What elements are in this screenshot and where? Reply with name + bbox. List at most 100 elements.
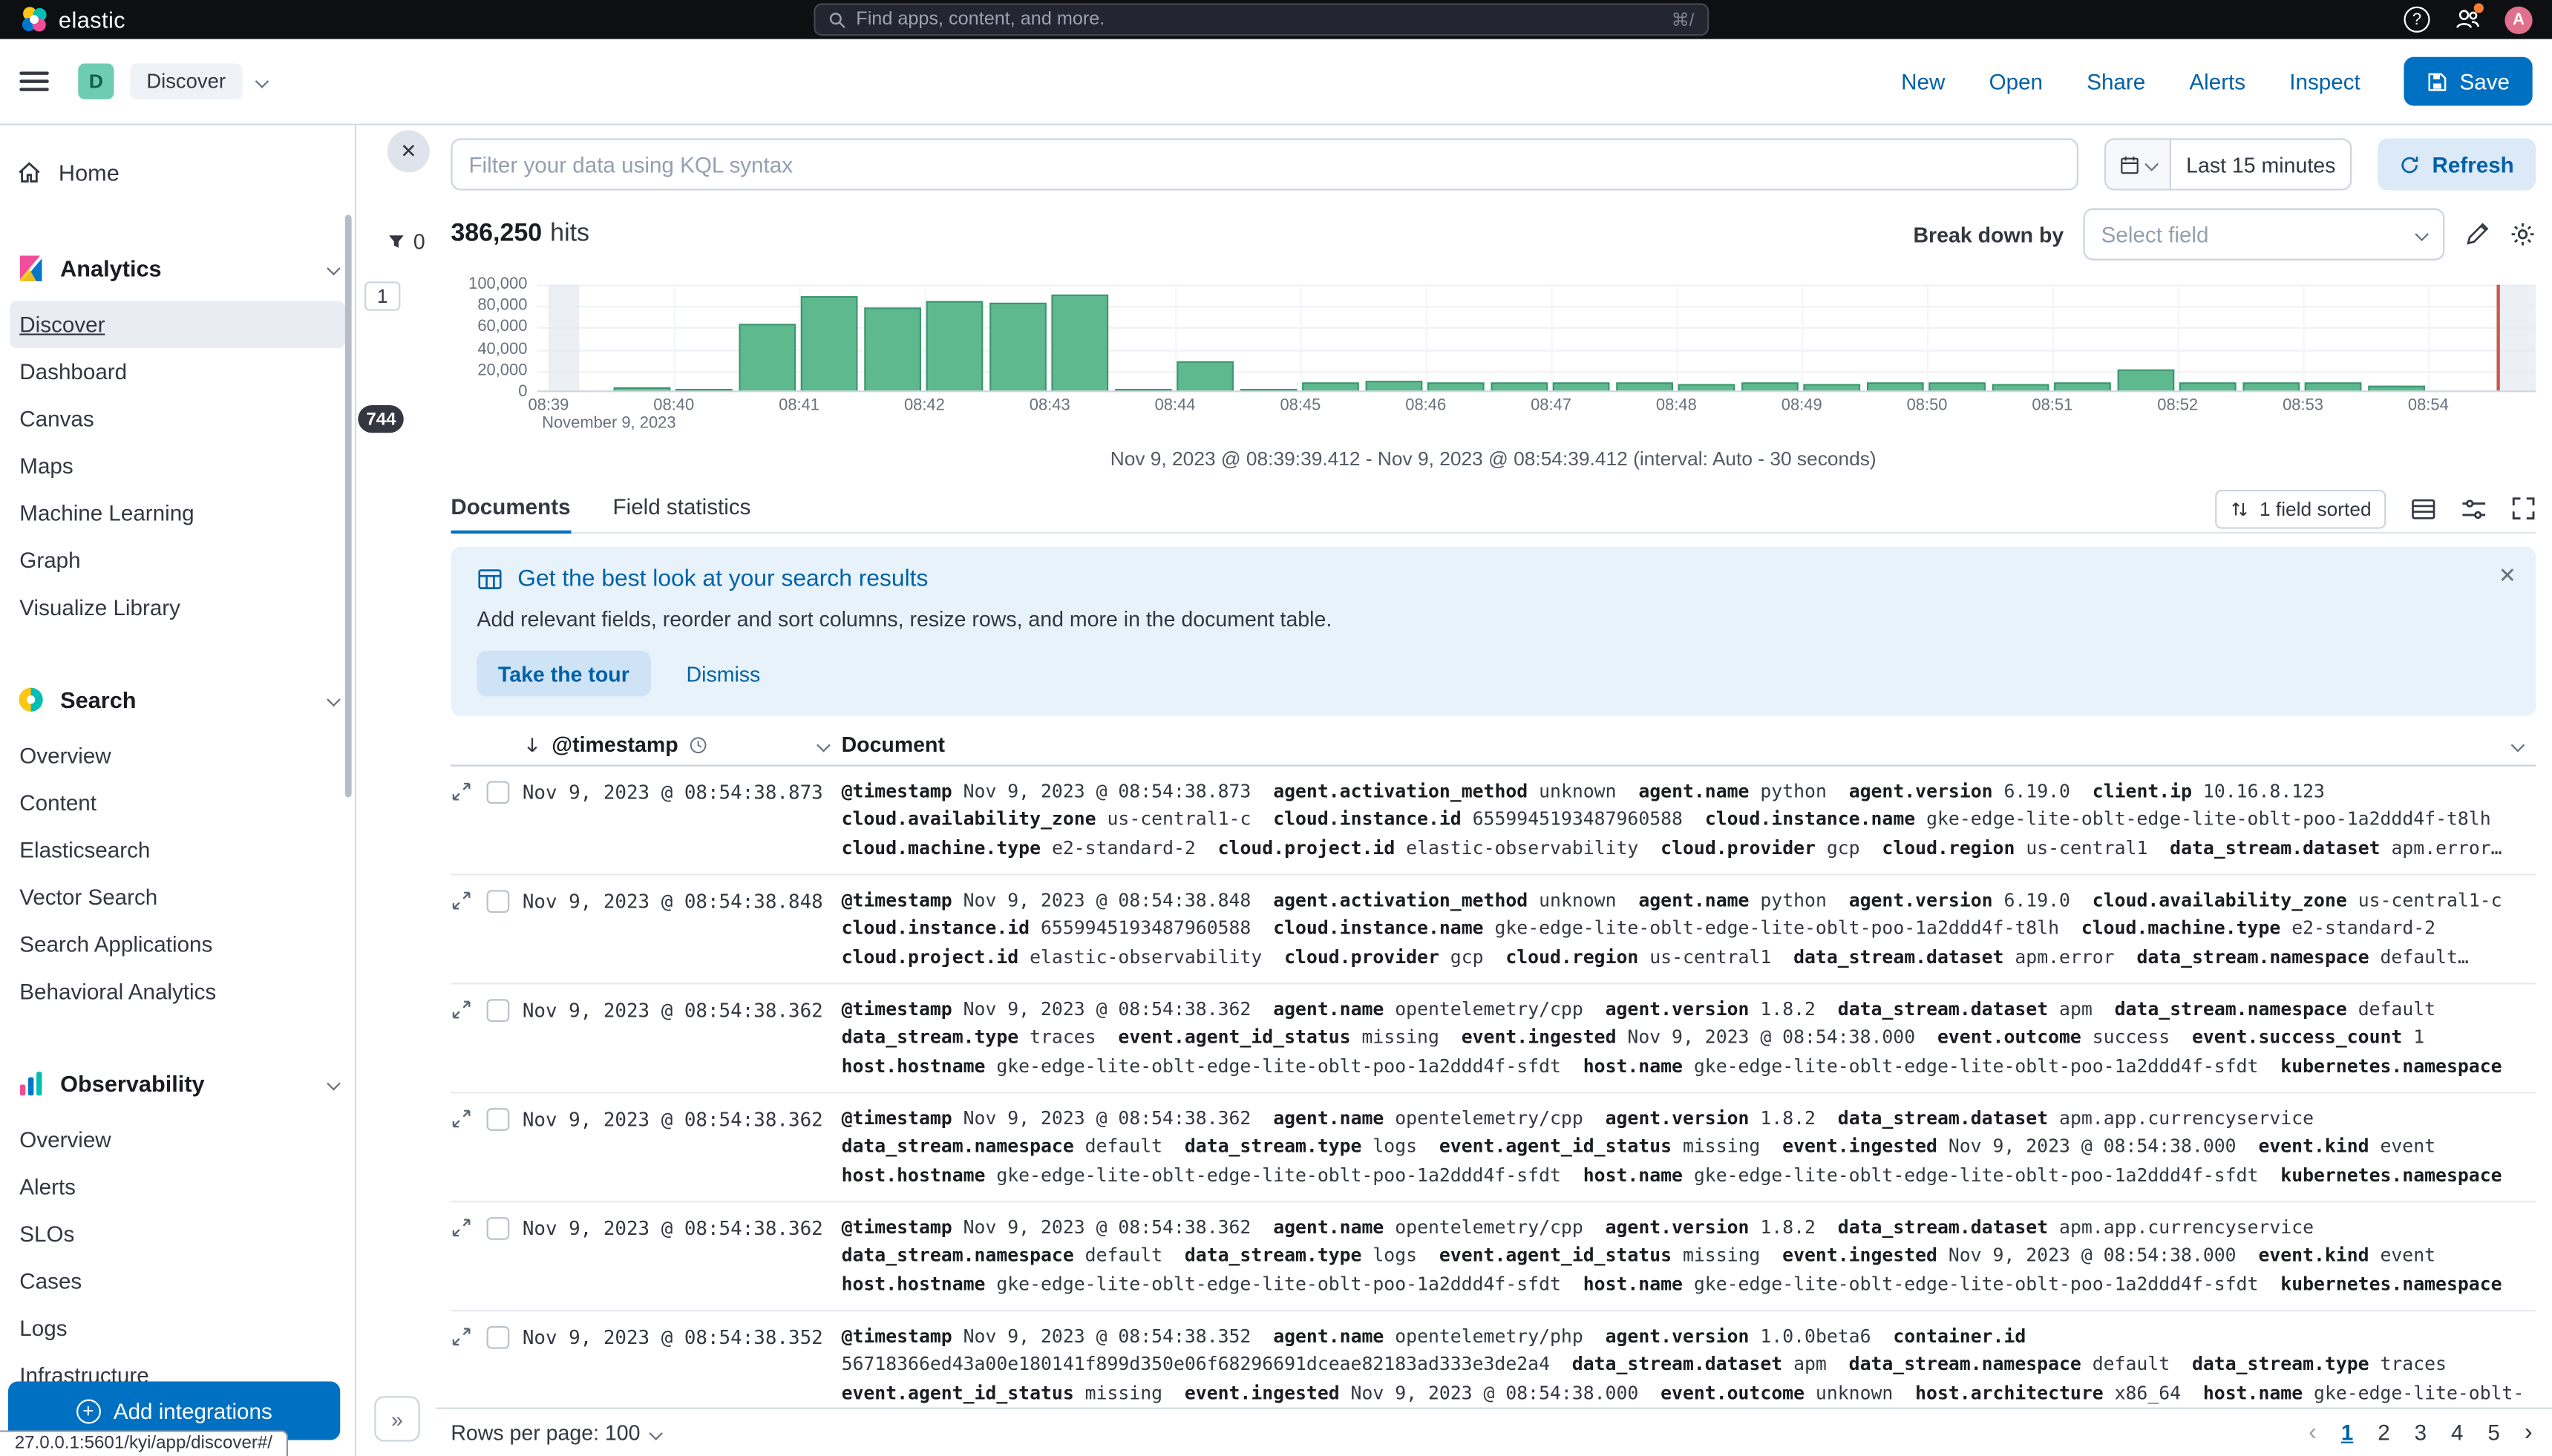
field-filter-count[interactable]: 0 bbox=[387, 229, 425, 254]
dismiss-button[interactable]: Dismiss bbox=[686, 661, 761, 686]
sidebar-item-visualize-library[interactable]: Visualize Library bbox=[19, 595, 180, 620]
save-button[interactable]: Save bbox=[2404, 56, 2533, 106]
chevron-down-icon[interactable] bbox=[254, 74, 269, 88]
histogram-bar[interactable] bbox=[2116, 369, 2174, 391]
selected-fields-count[interactable]: 1 bbox=[364, 281, 401, 311]
histogram-bar[interactable] bbox=[1490, 382, 1548, 391]
rows-per-page-button[interactable]: Rows per page: 100 bbox=[451, 1420, 664, 1445]
sidebar-item-overview[interactable]: Overview bbox=[19, 744, 111, 768]
menu-icon[interactable] bbox=[19, 71, 49, 91]
row-checkbox[interactable] bbox=[486, 1217, 510, 1240]
timestamp-column-header[interactable]: @timestamp bbox=[523, 732, 842, 757]
histogram-bar[interactable] bbox=[1615, 382, 1672, 391]
expand-row-icon[interactable] bbox=[451, 1214, 486, 1239]
histogram-bar[interactable] bbox=[1427, 382, 1485, 391]
histogram-bar[interactable] bbox=[2367, 385, 2424, 391]
histogram-bar[interactable] bbox=[2242, 382, 2300, 391]
sidebar-item-graph[interactable]: Graph bbox=[19, 548, 81, 573]
histogram-bar[interactable] bbox=[2304, 382, 2362, 391]
edit-visualization-icon[interactable] bbox=[2464, 221, 2490, 247]
close-icon[interactable]: ✕ bbox=[387, 130, 430, 173]
histogram-bar[interactable] bbox=[675, 389, 733, 391]
histogram-bar[interactable] bbox=[2179, 382, 2237, 391]
histogram-bar[interactable] bbox=[1239, 389, 1297, 391]
sidebar-item-alerts[interactable]: Alerts bbox=[19, 1175, 76, 1199]
avatar[interactable]: A bbox=[2504, 5, 2533, 33]
row-checkbox[interactable] bbox=[486, 1325, 510, 1349]
column-menu-chevron-icon[interactable] bbox=[817, 737, 831, 752]
take-tour-button[interactable]: Take the tour bbox=[477, 651, 651, 697]
page-number-3[interactable]: 3 bbox=[2414, 1420, 2427, 1446]
histogram-bar[interactable] bbox=[1302, 382, 1359, 391]
expand-row-icon[interactable] bbox=[451, 996, 486, 1020]
page-number-2[interactable]: 2 bbox=[2378, 1420, 2390, 1446]
expand-row-icon[interactable] bbox=[451, 1323, 486, 1348]
breadcrumb-space-badge[interactable]: D bbox=[78, 63, 114, 99]
gear-icon[interactable] bbox=[2510, 221, 2536, 247]
histogram-bar[interactable] bbox=[989, 302, 1046, 391]
page-number-5[interactable]: 5 bbox=[2487, 1420, 2500, 1446]
row-checkbox[interactable] bbox=[486, 999, 510, 1022]
histogram-bar[interactable] bbox=[1991, 384, 2049, 391]
nav-link-new[interactable]: New bbox=[1901, 69, 1946, 94]
sidebar-item-machine-learning[interactable]: Machine Learning bbox=[19, 501, 194, 526]
breadcrumb[interactable]: Discover bbox=[130, 63, 242, 99]
sidebar-item-logs[interactable]: Logs bbox=[19, 1316, 68, 1341]
histogram-bar[interactable] bbox=[1552, 382, 1610, 391]
histogram-bar[interactable] bbox=[926, 301, 984, 391]
tab-documents[interactable]: Documents bbox=[451, 484, 570, 533]
kql-query-input[interactable]: Filter your data using KQL syntax bbox=[451, 138, 2078, 191]
sidebar-item-discover[interactable]: Discover bbox=[10, 301, 345, 349]
histogram-bar[interactable] bbox=[1051, 294, 1109, 391]
nav-link-inspect[interactable]: Inspect bbox=[2289, 69, 2360, 94]
histogram-bar[interactable] bbox=[1364, 381, 1422, 391]
histogram-bar[interactable] bbox=[2054, 382, 2111, 391]
user-notifications-icon[interactable] bbox=[2454, 3, 2484, 33]
nav-link-share[interactable]: Share bbox=[2087, 69, 2146, 94]
fullscreen-icon[interactable] bbox=[2511, 496, 2536, 521]
sidebar-item-dashboard[interactable]: Dashboard bbox=[19, 359, 128, 384]
histogram-bar[interactable] bbox=[1928, 382, 1986, 391]
histogram-bar[interactable] bbox=[1177, 361, 1234, 391]
nav-link-open[interactable]: Open bbox=[1989, 69, 2044, 94]
sidebar-item-cases[interactable]: Cases bbox=[19, 1269, 82, 1294]
histogram-bar[interactable] bbox=[1113, 389, 1171, 391]
page-number-1[interactable]: 1 bbox=[2340, 1420, 2354, 1446]
histogram-bar[interactable] bbox=[800, 296, 858, 391]
refresh-button[interactable]: Refresh bbox=[2378, 138, 2536, 191]
elastic-logo[interactable]: elastic bbox=[19, 5, 125, 34]
column-menu-chevron-icon[interactable] bbox=[2510, 737, 2525, 752]
expand-row-icon[interactable] bbox=[451, 887, 486, 911]
expand-row-icon[interactable] bbox=[451, 1105, 486, 1129]
nav-link-alerts[interactable]: Alerts bbox=[2189, 69, 2246, 94]
row-checkbox[interactable] bbox=[486, 890, 510, 914]
document-column-header[interactable]: Document bbox=[842, 732, 2536, 757]
sidebar-item-overview[interactable]: Overview bbox=[19, 1127, 111, 1152]
sidebar-item-slos[interactable]: SLOs bbox=[19, 1221, 75, 1247]
close-icon[interactable]: ✕ bbox=[2499, 563, 2516, 589]
time-range-button[interactable]: Last 15 minutes bbox=[2186, 152, 2336, 177]
next-page-icon[interactable]: › bbox=[2524, 1418, 2533, 1447]
sidebar-item-search-applications[interactable]: Search Applications bbox=[19, 932, 213, 957]
histogram-bar[interactable] bbox=[612, 387, 670, 391]
row-checkbox[interactable] bbox=[486, 781, 510, 804]
page-number-4[interactable]: 4 bbox=[2450, 1420, 2464, 1446]
sidebar-section-header-analytics[interactable]: Analytics bbox=[0, 243, 355, 295]
sidebar-item-maps[interactable]: Maps bbox=[19, 453, 73, 479]
sidebar-item-content[interactable]: Content bbox=[19, 790, 97, 816]
expand-fields-panel-button[interactable]: » bbox=[374, 1396, 420, 1442]
histogram-bar[interactable] bbox=[863, 307, 920, 391]
display-density-icon[interactable] bbox=[2410, 496, 2436, 522]
breakdown-select[interactable]: Select field bbox=[2083, 208, 2445, 260]
expand-row-icon[interactable] bbox=[451, 778, 486, 802]
fields-sorted-button[interactable]: 1 field sorted bbox=[2215, 488, 2386, 528]
help-icon[interactable]: ? bbox=[2404, 6, 2430, 33]
calendar-dropdown-button[interactable] bbox=[2106, 140, 2172, 189]
previous-page-icon[interactable]: ‹ bbox=[2309, 1418, 2317, 1447]
sidebar-item-vector-search[interactable]: Vector Search bbox=[19, 885, 158, 910]
histogram-bar[interactable] bbox=[1740, 382, 1798, 391]
tab-field-statistics[interactable]: Field statistics bbox=[612, 493, 751, 519]
sidebar-item-elasticsearch[interactable]: Elasticsearch bbox=[19, 838, 151, 863]
sidebar-section-header-search[interactable]: Search bbox=[0, 674, 355, 726]
global-search-input[interactable]: Find apps, content, and more. ⌘/ bbox=[814, 3, 1709, 36]
